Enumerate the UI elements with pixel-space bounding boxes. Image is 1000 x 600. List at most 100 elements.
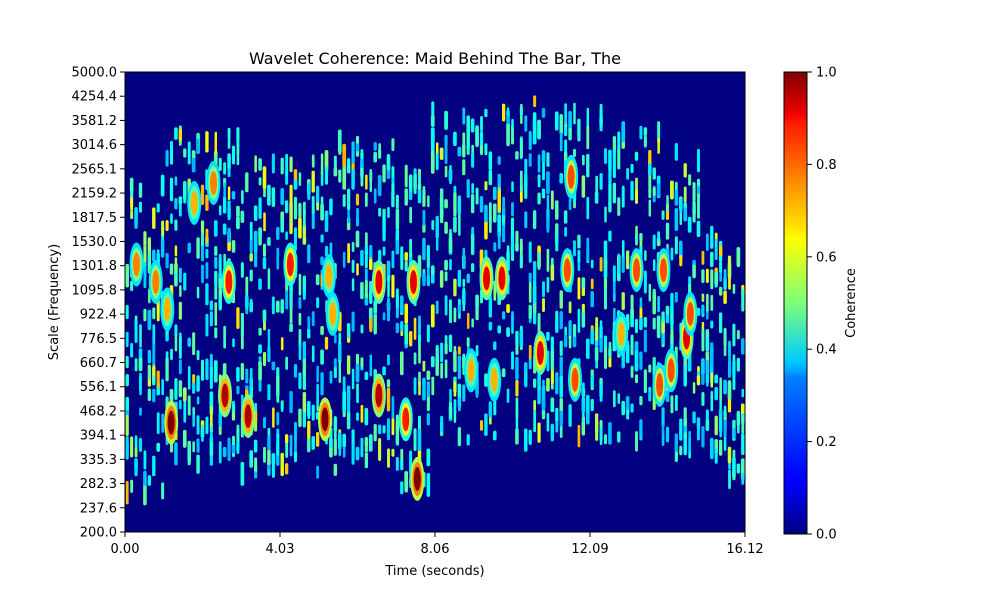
coherence-cell (506, 327, 510, 337)
coherence-cell (484, 204, 488, 227)
coherence-cell (271, 187, 276, 208)
coherence-cell (506, 303, 510, 313)
y-axis: 5000.0 4254.4 3581.2 3014.6 2565.1 2159.2 1817… (72, 66, 125, 541)
coherence-cell (537, 174, 541, 188)
coherence-cell (449, 258, 452, 271)
coherence-cell (271, 296, 275, 315)
coherence-cell (378, 424, 382, 435)
coherence-cell (440, 415, 444, 433)
coherence-cell (617, 431, 621, 443)
coherence-cell (541, 410, 546, 420)
coherence-cell (457, 195, 462, 214)
coherence-cell (134, 358, 138, 372)
coherence-cell (524, 428, 528, 452)
coherence-cell (586, 196, 590, 220)
coherence-cell (378, 149, 382, 159)
coherence-cell (218, 259, 222, 277)
coherence-cell (697, 148, 700, 173)
coherence-cell (688, 174, 692, 186)
coherence-cell (674, 236, 678, 255)
coherence-cell (679, 198, 683, 213)
coherence-cell (351, 311, 355, 332)
coherence-cell (418, 342, 421, 364)
coherence-cell (453, 131, 457, 147)
coherence-cell (382, 366, 386, 376)
coherence-cell (276, 367, 280, 378)
coherence-cell (466, 131, 470, 155)
coherence-cell (138, 182, 143, 198)
coherence-cell (457, 146, 462, 157)
coherence-cell (648, 149, 652, 164)
coherence-cell (692, 181, 696, 202)
coherence-cell (298, 217, 302, 239)
coherence-cell (240, 363, 245, 381)
coherence-cell (395, 208, 400, 230)
coherence-cell (723, 419, 727, 438)
coherence-cell (453, 307, 457, 323)
coherence-cell (706, 293, 709, 313)
coherence-cell (214, 131, 218, 155)
coherence-cell (125, 263, 130, 288)
coherence-cell (524, 363, 528, 373)
coherence-cell (213, 360, 218, 383)
coherence-cell (453, 399, 457, 414)
coherence-cell (143, 450, 147, 470)
coherence-cell (732, 284, 736, 294)
coherence-cell (346, 411, 351, 430)
coherence-cell (648, 188, 652, 199)
coherence-cell (373, 151, 378, 163)
colorbar-tick-label: 0.0 (816, 528, 837, 543)
coherence-cell (386, 153, 391, 171)
coherence-cell (174, 378, 178, 400)
coherence-cell (718, 286, 723, 296)
coherence-cell (302, 275, 306, 296)
coherence-cell (125, 355, 129, 369)
coherence-cell (502, 196, 506, 216)
coherence-cell (471, 183, 474, 194)
coherence-cell (475, 294, 479, 309)
coherence-cell (346, 165, 351, 174)
coherence-cell (594, 346, 599, 362)
coherence-cell (218, 278, 222, 301)
coherence-cell (444, 271, 448, 282)
coherence-cell (723, 405, 727, 419)
coherence-hotspot (375, 270, 383, 295)
coherence-cell (125, 480, 129, 505)
coherence-cell (612, 149, 616, 168)
coherence-cell (152, 249, 156, 262)
coherence-hotspot (656, 372, 664, 397)
coherence-cell (254, 457, 258, 472)
coherence-cell (670, 292, 674, 313)
coherence-cell (736, 357, 740, 372)
coherence-cell (577, 234, 581, 249)
coherence-cell (470, 193, 475, 214)
coherence-cell (497, 214, 502, 238)
y-axis-label: Scale (Frequency) (47, 244, 62, 360)
coherence-cell (502, 311, 506, 320)
coherence-cell (262, 256, 267, 270)
coherence-cell (440, 362, 443, 379)
coherence-cell (213, 220, 218, 237)
coherence-cell (218, 294, 222, 311)
coherence-cell (209, 436, 214, 457)
coherence-cell (267, 435, 271, 450)
coherence-cell (594, 413, 599, 434)
coherence-cell (196, 286, 200, 299)
coherence-cell (608, 341, 612, 359)
coherence-cell (741, 433, 745, 456)
coherence-cell (165, 253, 169, 269)
coherence-cell (422, 185, 426, 197)
coherence-cell (399, 351, 404, 376)
coherence-cell (240, 262, 244, 278)
y-tick-label: 660.7 (80, 356, 117, 371)
coherence-cell (143, 245, 147, 263)
coherence-cell (422, 273, 426, 287)
coherence-cell (577, 277, 581, 300)
coherence-cell (413, 173, 417, 195)
coherence-cell (351, 141, 355, 164)
coherence-hotspot (633, 258, 641, 283)
coherence-cell (143, 266, 147, 289)
coherence-cell (143, 483, 147, 506)
coherence-cell (201, 229, 204, 248)
coherence-cell (559, 128, 563, 152)
